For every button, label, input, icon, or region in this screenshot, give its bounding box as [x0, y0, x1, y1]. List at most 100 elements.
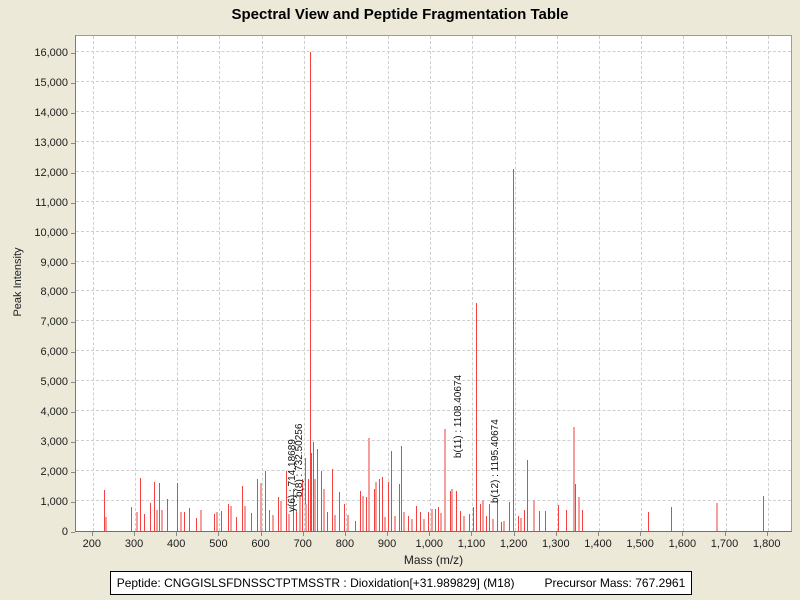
x-tick-mark — [218, 532, 220, 536]
spectrum-peak — [177, 482, 179, 531]
y-tick-label: 15,000 — [34, 76, 68, 89]
spectrum-peak — [154, 482, 156, 531]
spectrum-peak — [155, 510, 158, 531]
spectrum-peak — [250, 513, 252, 531]
x-tick-mark — [176, 532, 178, 536]
spectrum-peak — [309, 51, 311, 531]
spectrum-peak — [230, 506, 233, 531]
spectrum-peak — [374, 482, 377, 531]
spectrum-peak — [295, 511, 297, 531]
peak-annotation: b(11) : 1108.40674 — [453, 374, 464, 458]
spectrum-peak — [565, 509, 567, 531]
y-tick-mark — [71, 472, 75, 474]
gridline-x — [219, 36, 221, 531]
gridline-y — [76, 380, 791, 382]
spectrum-peak — [428, 511, 430, 531]
spectrum-peak — [382, 477, 384, 531]
x-tick-mark — [429, 532, 431, 536]
x-tick-mark — [682, 532, 684, 536]
gridline-y — [76, 410, 791, 412]
spectrum-peak — [573, 427, 576, 531]
spectrum-peak — [581, 510, 583, 531]
y-tick-mark — [71, 532, 75, 533]
spectrum-peak — [437, 507, 439, 531]
x-tick-label: 1,300 — [542, 538, 570, 550]
y-tick-label: 12,000 — [34, 166, 68, 179]
gridline-x — [92, 36, 94, 531]
spectrum-peak — [379, 479, 381, 531]
spectrum-peak — [159, 483, 161, 531]
spectrum-peak — [519, 518, 522, 531]
x-tick-label: 700 — [293, 538, 312, 550]
spectrum-peak — [440, 513, 443, 531]
spectrum-peak — [463, 515, 466, 531]
y-tick-mark — [71, 292, 75, 294]
gridline-x — [641, 36, 643, 531]
spectrum-peak — [259, 482, 262, 531]
gridline-y — [76, 260, 791, 262]
spectrum-peak — [189, 507, 191, 531]
spectrum-peak — [305, 457, 307, 531]
spectrum-plot-area[interactable]: y(6) : 714.18689 b(8) : 732.50256 b(11) : … — [75, 35, 792, 532]
gridline-y — [76, 440, 791, 442]
spectrum-peak — [577, 496, 580, 531]
y-tick-label: 3,000 — [40, 436, 68, 449]
gridline-x — [556, 36, 558, 531]
spectrum-peak — [716, 503, 719, 531]
spectrum-peak — [322, 489, 325, 531]
spectrum-peak — [557, 504, 559, 531]
x-tick-label: 200 — [82, 538, 102, 550]
gridline-x — [261, 36, 263, 531]
x-tick-mark — [724, 532, 726, 536]
spectrum-peak — [360, 490, 362, 531]
gridline-y — [76, 470, 791, 472]
spectrum-peak — [354, 520, 356, 531]
spectrum-peak — [401, 446, 403, 531]
x-tick-mark — [597, 532, 599, 536]
spectrum-peak — [459, 510, 461, 531]
x-tick-mark — [513, 532, 515, 536]
gridline-y — [76, 290, 791, 292]
x-tick-mark — [471, 532, 473, 536]
spectrum-peak — [373, 489, 375, 531]
spectrum-peak — [361, 495, 364, 531]
x-tick-label: 500 — [209, 538, 228, 550]
gridline-x — [303, 36, 305, 531]
y-tick-mark — [71, 262, 75, 264]
gridline-y — [76, 320, 791, 322]
spectrum-peak — [539, 510, 541, 531]
y-tick-label: 14,000 — [34, 106, 68, 119]
spectrum-peak — [512, 168, 514, 531]
spectrum-peak — [481, 500, 484, 531]
x-tick-label: 1,400 — [584, 538, 612, 550]
gridline-x — [430, 36, 432, 531]
y-tick-label: 5,000 — [40, 376, 68, 389]
spectrum-peak — [310, 453, 312, 531]
spectrum-peak — [469, 513, 471, 531]
spectrum-peak — [334, 515, 337, 531]
spectrum-peak — [136, 512, 139, 531]
spectrum-peak — [307, 479, 309, 531]
spectrum-peak — [527, 459, 529, 531]
x-tick-mark — [766, 532, 768, 536]
spectrum-peak — [314, 479, 317, 531]
spectrum-peak — [394, 516, 397, 531]
x-tick-mark — [302, 532, 304, 536]
spectrum-peak — [545, 510, 546, 531]
spectrum-peak — [485, 515, 487, 531]
spectrum-peak — [241, 486, 243, 531]
spectrum-peak — [104, 489, 106, 531]
spectrum-peak — [533, 499, 536, 531]
spectrum-peak — [220, 510, 222, 531]
spectrum-peak — [411, 519, 414, 531]
spectrum-peak — [214, 514, 216, 531]
spectrum-peak — [455, 490, 457, 531]
peptide-sequence-text: Peptide: CNGGISLSFDNSSCTPTMSSTR : Dioxid… — [116, 576, 515, 590]
y-tick-mark — [71, 412, 75, 414]
x-tick-label: 600 — [251, 538, 270, 550]
y-tick-mark — [71, 322, 75, 324]
spectrum-peak — [343, 503, 345, 531]
spectrum-peak — [517, 515, 519, 531]
spectrum-peak — [398, 483, 400, 531]
spectrum-peak — [435, 509, 437, 531]
